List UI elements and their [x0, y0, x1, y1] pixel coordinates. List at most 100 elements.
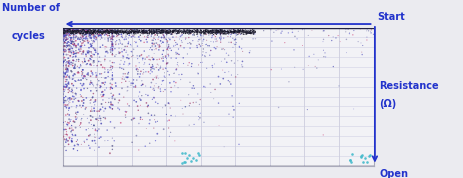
Point — [119, 54, 126, 57]
Point — [90, 101, 97, 104]
Point — [132, 41, 139, 44]
Point — [88, 33, 95, 36]
Point — [100, 93, 107, 96]
Point — [63, 27, 71, 30]
Point — [207, 32, 214, 35]
Point — [115, 32, 123, 34]
Point — [129, 34, 137, 37]
Point — [91, 29, 99, 32]
Point — [112, 29, 119, 32]
Point — [143, 31, 150, 33]
Point — [108, 28, 116, 31]
Point — [98, 76, 105, 79]
Point — [98, 33, 106, 36]
Text: Number of: Number of — [2, 3, 60, 13]
Point — [155, 45, 163, 48]
Point — [60, 128, 68, 131]
Point — [164, 32, 171, 35]
Point — [147, 81, 155, 84]
Point — [76, 126, 84, 129]
Point — [94, 53, 101, 55]
Point — [166, 107, 174, 109]
Point — [117, 31, 124, 34]
Point — [345, 32, 352, 35]
Point — [74, 149, 81, 152]
Point — [68, 26, 75, 29]
Point — [137, 104, 144, 107]
Point — [80, 75, 88, 78]
Point — [59, 48, 67, 51]
Point — [204, 30, 212, 32]
Point — [155, 30, 163, 33]
Text: Resistance: Resistance — [378, 81, 438, 91]
Point — [149, 27, 156, 29]
Point — [202, 30, 209, 32]
Point — [78, 53, 85, 55]
Point — [238, 28, 246, 30]
Point — [201, 32, 209, 35]
Point — [242, 31, 249, 34]
Point — [141, 145, 149, 148]
Point — [84, 30, 92, 32]
Point — [224, 30, 231, 32]
Point — [76, 29, 83, 32]
Point — [76, 123, 84, 126]
Point — [185, 30, 193, 33]
Point — [307, 26, 314, 29]
Point — [158, 29, 165, 32]
Point — [63, 42, 71, 44]
Point — [223, 61, 230, 64]
Point — [87, 119, 94, 122]
Point — [214, 30, 222, 33]
Point — [63, 85, 70, 88]
Point — [216, 29, 224, 32]
Point — [121, 72, 129, 75]
Point — [97, 30, 104, 33]
Point — [160, 71, 168, 74]
Point — [120, 78, 128, 81]
Point — [129, 28, 136, 31]
Point — [136, 30, 143, 32]
Point — [59, 33, 67, 36]
Point — [123, 31, 131, 34]
Point — [99, 106, 106, 109]
Point — [69, 47, 76, 50]
Point — [91, 29, 99, 32]
Point — [183, 31, 190, 34]
Point — [139, 28, 147, 31]
Point — [178, 33, 186, 36]
Point — [137, 27, 144, 29]
Point — [181, 30, 188, 33]
Point — [131, 28, 138, 31]
Point — [164, 49, 172, 52]
Point — [169, 31, 176, 34]
Point — [134, 32, 141, 34]
Point — [72, 126, 79, 129]
Point — [160, 34, 167, 37]
Point — [218, 30, 225, 32]
Point — [188, 30, 195, 33]
Point — [163, 48, 170, 51]
Point — [90, 31, 97, 33]
Point — [163, 62, 170, 64]
Point — [65, 100, 72, 103]
Point — [145, 32, 153, 35]
Point — [125, 80, 132, 83]
Point — [100, 29, 108, 32]
Point — [130, 27, 137, 30]
Point — [238, 30, 246, 32]
Point — [144, 112, 152, 115]
Point — [120, 30, 127, 33]
Point — [208, 31, 216, 34]
Point — [153, 30, 160, 33]
Point — [124, 28, 131, 31]
Point — [205, 44, 213, 47]
Point — [159, 29, 166, 32]
Point — [169, 29, 177, 32]
Point — [235, 31, 242, 33]
Point — [78, 29, 86, 32]
Point — [64, 30, 71, 32]
Point — [245, 31, 253, 34]
Point — [220, 57, 228, 60]
Point — [155, 26, 162, 29]
